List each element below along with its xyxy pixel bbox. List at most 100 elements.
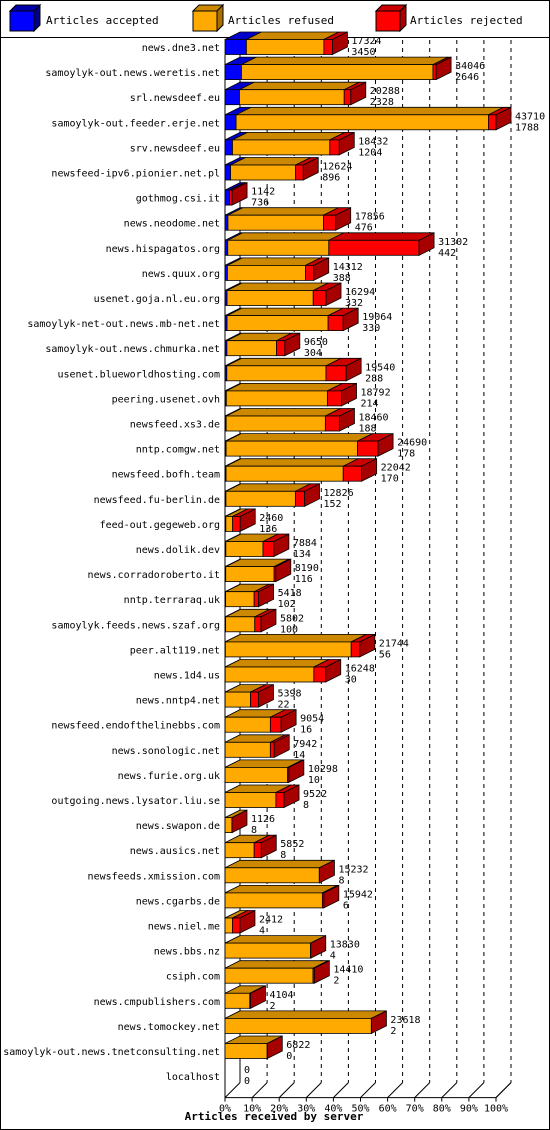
bar-group <box>224 56 452 81</box>
bar-group <box>224 734 290 758</box>
bar-refused <box>224 716 271 733</box>
accepted-value-label: 22 <box>277 700 289 711</box>
category-label: nntp.comgw.net <box>136 445 220 456</box>
bar-refused-top <box>225 659 330 668</box>
accepted-value-label: 170 <box>381 474 399 485</box>
x-tick-label: 60% <box>379 1104 397 1115</box>
accepted-value-label: 476 <box>355 223 373 234</box>
bar-refused-top <box>226 357 342 367</box>
bar-rejected <box>432 64 437 80</box>
legend: Articles accepted Articles refused Artic… <box>8 3 523 33</box>
offered-value-label: 10298 <box>308 764 338 775</box>
bar-refused <box>225 415 326 432</box>
category-label: newsfeed.xs3.de <box>130 420 220 431</box>
offered-value-label: 2412 <box>259 915 283 926</box>
bar-refused <box>225 516 234 532</box>
bar-rejected <box>305 264 315 281</box>
bar-group <box>224 608 277 633</box>
offered-value-label: 12624 <box>322 162 352 173</box>
x-tick-label: 10% <box>243 1104 261 1115</box>
bar-accepted <box>224 189 230 206</box>
bar-refused <box>224 992 251 1009</box>
bar-refused-top <box>241 56 449 65</box>
bar-group <box>224 407 355 432</box>
offered-value-label: 9054 <box>300 714 324 725</box>
accepted-value-label: 2 <box>269 1001 275 1012</box>
bar-rejected <box>350 641 361 658</box>
bar-refused <box>245 39 325 55</box>
x-axis: 0% 10% 20% 30% 40% 50% 60% 70% 80% 90% 100% <box>219 1097 508 1115</box>
offered-value-label: 17324 <box>351 36 381 47</box>
bar-rejected-side <box>495 106 512 131</box>
category-label: outgoing.news.lysator.liu.se <box>51 796 220 807</box>
bar-group <box>224 332 301 357</box>
bar-rejected-side <box>361 458 378 482</box>
accepted-value-label: 2328 <box>370 97 394 108</box>
bar-refused <box>224 892 323 909</box>
bar-rejected <box>343 89 352 106</box>
bar-rejected-side <box>288 759 305 784</box>
offered-value-label: 13830 <box>330 940 360 951</box>
accepted-value-label: 304 <box>304 348 322 359</box>
grid-depth-line <box>468 1082 485 1098</box>
offered-value-label: 7942 <box>293 739 317 750</box>
accepted-value-label: 188 <box>358 424 376 435</box>
bar-refused-top <box>224 935 326 944</box>
accepted-value-label: 8 <box>303 800 309 811</box>
bar-refused <box>224 817 233 833</box>
offered-value-label: 9650 <box>304 337 328 348</box>
offered-value-label: 15232 <box>338 864 368 875</box>
bar-rejected-side <box>338 131 355 156</box>
category-label: samoylyk-out.feeder.erje.net <box>51 118 220 129</box>
bar-refused-top <box>225 458 359 467</box>
offered-value-label: 12826 <box>324 488 354 499</box>
bar-refused-top <box>225 408 341 417</box>
accepted-value-label: 8 <box>251 825 257 836</box>
bar-rejected <box>262 541 275 557</box>
bar-rejected-side <box>418 232 435 256</box>
bar-rejected-side <box>359 633 376 658</box>
bar-refused-top <box>226 282 329 291</box>
accepted-value-label: 2646 <box>455 72 479 83</box>
bar-group <box>224 207 352 231</box>
bar-rejected-side <box>258 583 274 608</box>
bar-group <box>224 558 292 583</box>
category-label: usenet.goja.nl.eu.org <box>94 294 220 305</box>
accepted-value-label: 116 <box>295 574 313 585</box>
accepted-value-label: 0 <box>286 1051 292 1062</box>
category-label: news.ausics.net <box>130 846 220 857</box>
x-tick-label: 0% <box>219 1104 231 1115</box>
bar-rejected-side <box>273 734 290 758</box>
bar-refused <box>226 315 329 332</box>
bar-refused <box>224 666 315 683</box>
bar-group <box>224 131 355 156</box>
legend-swatch-refused-face <box>192 10 218 32</box>
bar-rejected-side <box>302 156 319 181</box>
bar-rejected-side <box>319 859 335 884</box>
accepted-value-label: 6 <box>343 900 349 911</box>
x-tick-label: 30% <box>297 1104 315 1115</box>
accepted-value-label: 136 <box>259 524 277 535</box>
bar-group <box>224 282 342 307</box>
bar-rejected-side <box>342 307 359 332</box>
bar-group <box>224 909 256 934</box>
offered-value-label: 14312 <box>333 262 363 273</box>
bar-rejected <box>295 164 304 181</box>
bar-group <box>224 483 320 507</box>
bars <box>224 31 512 1060</box>
bar-rejected-side <box>250 985 266 1009</box>
bar-refused <box>224 1043 268 1059</box>
offered-value-label: 5852 <box>280 839 304 850</box>
accepted-value-label: 442 <box>438 248 456 259</box>
offered-value-label: 9522 <box>303 789 327 800</box>
legend-item-rejected: Articles rejected <box>374 3 523 33</box>
offered-value-label: 34046 <box>455 61 485 72</box>
accepted-value-label: 102 <box>278 599 296 610</box>
category-label: samoylyk-net-out.news.mb-net.net <box>27 319 220 330</box>
bar-rejected <box>232 516 241 532</box>
offered-value-label: 18432 <box>358 136 388 147</box>
bar-rejected-side <box>335 207 352 231</box>
category-label: news.cmpublishers.com <box>94 997 220 1008</box>
bar-group <box>224 31 348 56</box>
offered-value-label: 16248 <box>345 664 375 675</box>
